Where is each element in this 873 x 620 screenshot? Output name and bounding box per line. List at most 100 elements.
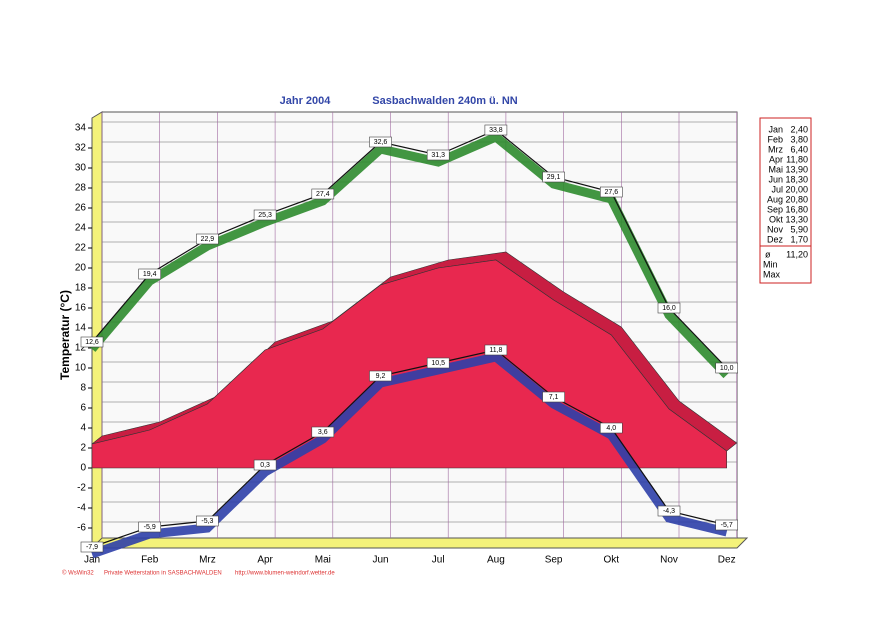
stats-mean: 11,20 [786,249,808,259]
stats-month: Apr [769,154,783,164]
x-tick-label: Apr [257,555,273,566]
value-label: 22,9 [201,236,215,243]
stats-month: Sep [767,204,783,214]
line [91,129,728,369]
y-tick-label: 22 [75,243,87,254]
footer-text: Private Wetterstation in SASBACHWALDEN [104,571,222,577]
value-label: -4,3 [663,508,675,515]
stats-month: Okt [769,214,784,224]
line-shade [88,131,730,379]
value-label-box [599,422,623,434]
stats-month: Feb [767,134,783,144]
value-label-box [253,209,277,221]
value-label-box [369,136,392,148]
y-tick-label: -6 [77,523,86,534]
value-label-box [196,515,219,527]
value-label-box [715,519,739,531]
stats-month: Dez [767,234,784,244]
value-label: -7,9 [86,544,98,551]
y-tick-label: 34 [75,123,87,134]
value-label: 29,1 [547,174,561,181]
value-label-box [80,541,104,553]
stats-value: 18,30 [785,174,808,184]
value-label-box [426,357,450,369]
value-label-box [311,426,335,438]
value-label-box [715,362,739,374]
stats-value: 11,80 [786,154,808,164]
floor [90,537,749,549]
stats-value: 1,70 [790,234,808,244]
y-tick-label: 4 [80,423,86,434]
stats-value: 20,00 [785,184,808,194]
stats-series-name: Max [763,269,781,279]
value-label: 31,3 [431,152,445,159]
value-label-box [657,505,681,517]
value-label: 0,3 [260,462,270,469]
stats-value: 3,80 [790,134,808,144]
footer-text: http://www.blumen-weindorf.wetter.de [235,571,335,577]
stats-box [759,117,812,284]
y-tick-label: 30 [75,163,87,174]
stats-month: Mrz [768,144,783,154]
value-label: -5,3 [201,518,213,525]
value-label: -5,9 [144,524,156,531]
x-tick-label: Dez [718,555,736,566]
value-label: 10,0 [720,365,734,372]
value-label-box [138,268,161,280]
value-label: 27,4 [316,191,330,198]
stats-value: 16,80 [785,204,808,214]
value-label: 33,8 [489,127,503,134]
stats-month: Jan [768,124,783,134]
stats-value: 13,90 [785,164,808,174]
y-tick-label: 28 [75,183,87,194]
y-tick-label: 24 [75,223,87,234]
value-label: 7,1 [549,394,559,401]
value-label: 25,3 [258,212,272,219]
y-tick-label: 0 [80,463,86,474]
y-tick-label: 8 [80,383,86,394]
value-label-box [484,344,508,356]
x-tick-label: Mai [315,555,331,566]
x-tick-label: Nov [660,555,678,566]
value-label: 10,5 [431,360,445,367]
value-label: 12,6 [85,339,99,346]
value-label-box [599,186,623,198]
stats-value: 13,30 [785,214,808,224]
x-tick-label: Mrz [199,555,216,566]
x-tick-label: Jul [432,555,445,566]
y-tick-label: -2 [77,483,86,494]
value-label: 16,0 [662,305,676,312]
stats-month: Mai [768,164,783,174]
value-label-box [542,171,565,183]
stats-month: Aug [767,194,783,204]
y-tick-label: -4 [77,503,86,514]
y-tick-label: 16 [75,303,87,314]
stats-series-name: Min [763,259,778,269]
value-label: 27,6 [604,189,618,196]
stats-month: Jul [771,184,783,194]
y-tick-label: 32 [75,143,87,154]
y-tick-label: 2 [80,443,86,454]
x-tick-label: Feb [141,555,159,566]
value-label-box [426,149,450,161]
value-label-box [196,233,219,245]
value-label: 4,0 [606,425,616,432]
stats-month: Nov [767,224,784,234]
value-label: 11,8 [489,347,502,354]
line-shade [90,352,728,559]
y-tick-label: 26 [75,203,87,214]
value-label: 3,6 [318,429,328,436]
value-label-box [657,302,681,314]
stats-value: 6,40 [790,144,808,154]
stats-month: Jun [768,174,783,184]
y-tick-label: 14 [75,323,87,334]
y-tick-label: 20 [75,263,87,274]
x-tick-label: Aug [487,555,505,566]
stats-value: 20,80 [785,194,808,204]
value-label-box [80,336,104,348]
stats-mean-name: ø [765,249,771,259]
value-label: 32,6 [374,139,388,146]
chart-subtitle: Sasbachwalden 240m ü. NN [372,95,518,107]
value-label: -5,7 [721,522,733,529]
